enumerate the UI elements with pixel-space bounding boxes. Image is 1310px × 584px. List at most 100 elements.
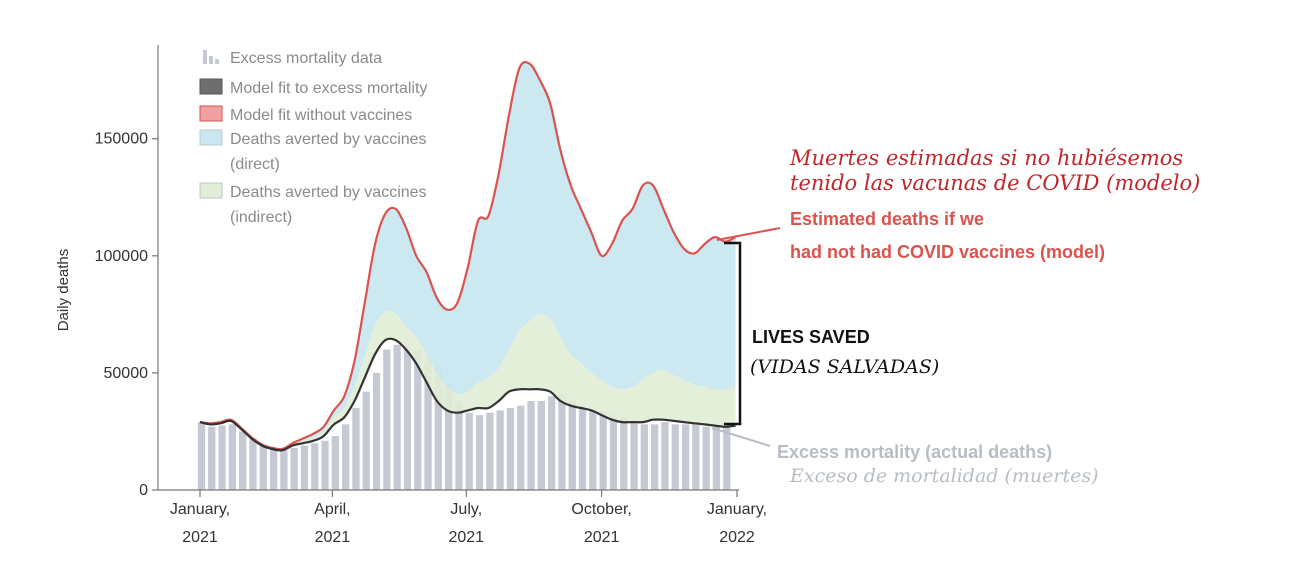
bar-excess-mortality [445,384,453,490]
bar-excess-mortality [342,424,350,490]
line-model-without-vaccines [199,60,736,451]
y-axis-title: Daily deaths [55,249,72,332]
annotation-lives-saved-en: LIVES SAVED [752,327,870,347]
x-tick-label-month: April, [314,501,350,518]
legend-label: Model fit without vaccines [230,107,412,124]
bar-excess-mortality [620,417,628,490]
bar-excess-mortality [609,412,618,490]
bar-excess-mortality [723,426,731,490]
legend-label: Deaths averted by vaccines [230,184,427,201]
bar-excess-mortality [578,405,587,490]
bar-excess-mortality [280,450,288,490]
bar-excess-mortality [517,405,525,490]
y-tick-label: 50000 [104,365,149,382]
bar-excess-mortality [455,401,463,490]
legend-label: Model fit to excess mortality [230,80,427,97]
bar-excess-mortality [630,422,638,490]
bar-excess-mortality [290,447,298,490]
x-tick-label-year: 2022 [719,529,755,546]
legend-swatch [215,59,219,64]
bar-excess-mortality [300,445,309,490]
bar-excess-mortality [475,415,484,490]
annotation-lives-saved-es: (VIDAS SALVADAS) [750,356,939,378]
legend-swatch [209,56,213,64]
legend-label: Excess mortality data [230,50,382,67]
bar-excess-mortality [640,424,648,490]
bar-excess-mortality [496,410,504,490]
legend-label-continued: (direct) [230,156,280,173]
bar-excess-mortality [414,349,422,490]
annotation-no-vaccines-es-line1: Muertes estimadas si no hubiésemos [789,146,1183,170]
bar-excess-mortality [269,447,278,490]
annotation-excess-es: Exceso de mortalidad (muertes) [789,465,1099,487]
annotation-no-vaccines-pointer [716,227,781,241]
legend-swatch [199,78,223,95]
bar-excess-mortality [383,349,391,490]
annotations: Muertes estimadas si no hubiésemos tenid… [711,146,1200,487]
bar-excess-mortality [321,440,329,490]
bar-excess-mortality [465,412,473,490]
x-tick-label-month: January, [707,501,767,518]
line-model-fit [199,337,736,452]
area-averted-direct [200,62,736,450]
bar-excess-mortality [661,422,669,490]
bar-excess-mortality [311,443,319,490]
x-tick-label-year: 2021 [584,529,620,546]
y-tick-label: 0 [139,482,148,499]
bar-excess-mortality [197,422,206,490]
plot-area [197,60,736,490]
legend-swatch [203,50,207,64]
x-tick-label-year: 2021 [448,529,484,546]
bar-excess-mortality [712,426,721,490]
lives-saved-bracket [724,241,742,426]
bar-excess-mortality [548,396,556,490]
bar-excess-mortality [692,424,700,490]
legend-swatch [199,182,223,199]
legend: Excess mortality data Model fit to excess… [199,50,427,226]
bar-excess-mortality [558,394,566,490]
annotation-excess-en: Excess mortality (actual deaths) [777,442,1052,462]
annotation-no-vaccines-en-line1: Estimated deaths if we [790,209,984,229]
excess-mortality-bars [197,344,731,490]
x-tick-label-month: July, [450,501,482,518]
bar-excess-mortality [218,425,226,490]
bar-excess-mortality [702,426,710,490]
bar-excess-mortality [239,431,247,490]
bar-excess-mortality [424,356,432,490]
bar-excess-mortality [671,424,679,490]
bar-excess-mortality [403,344,412,490]
annotation-no-vaccines-es-line2: tenido las vacunas de COVID (modelo) [790,171,1200,195]
bar-excess-mortality [208,426,216,490]
annotation-no-vaccines-en-line2: had not had COVID vaccines (model) [790,242,1105,262]
bar-excess-mortality [228,424,236,490]
legend-label: Deaths averted by vaccines [230,131,427,148]
bar-excess-mortality [537,401,545,490]
y-tick-label: 100000 [95,248,148,265]
bar-excess-mortality [352,408,360,490]
bar-excess-mortality [599,410,607,490]
bar-excess-mortality [249,438,257,490]
legend-swatch [199,129,223,146]
bar-excess-mortality [259,445,267,490]
x-tick-label-month: January, [170,501,230,518]
bar-excess-mortality [651,424,659,490]
x-tick-label-month: October, [571,501,631,518]
bar-excess-mortality [681,424,690,490]
x-ticks: January, 2021 April, 2021 July, 2021 October, 2… [170,490,767,546]
x-tick-label-year: 2021 [315,529,351,546]
x-tick-label-year: 2021 [182,529,218,546]
bar-excess-mortality [568,401,576,490]
y-tick-label: 150000 [95,131,148,148]
bar-excess-mortality [527,401,535,490]
axes: 0 50000 100000 150000 January, 2021 April, 202… [55,45,767,546]
bar-excess-mortality [486,412,494,490]
y-ticks: 0 50000 100000 150000 [95,131,158,499]
bar-excess-mortality [393,344,401,490]
bar-excess-mortality [506,408,515,490]
legend-label-continued: (indirect) [230,209,292,226]
legend-swatch [199,105,223,122]
bar-excess-mortality [434,368,442,490]
bar-excess-mortality [362,391,370,490]
annotation-excess-pointer [711,427,771,447]
